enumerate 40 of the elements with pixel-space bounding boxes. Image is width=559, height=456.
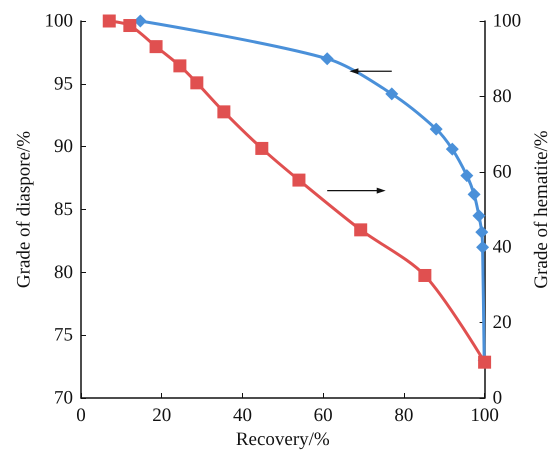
point [292, 174, 306, 187]
y-tick-label: 70 [54, 388, 73, 408]
y2-axis-title: Grade of hematite/% [531, 130, 552, 289]
point [475, 226, 488, 239]
x-tick-label: 40 [232, 405, 252, 426]
point [190, 76, 204, 90]
point [460, 169, 474, 182]
y-tick-label: 75 [54, 324, 73, 346]
point [430, 122, 443, 136]
point [173, 59, 186, 72]
point [476, 240, 490, 254]
point [354, 223, 368, 236]
x-axis-title: Recovery/% [236, 428, 330, 450]
point [320, 52, 334, 66]
y2-tick-label: 80 [492, 86, 512, 107]
y-tick-label: 90 [54, 136, 73, 158]
x-tick-label: 60 [314, 405, 333, 426]
point [217, 105, 230, 118]
point [134, 14, 147, 28]
point [446, 142, 459, 156]
y2-tick-label: 20 [492, 312, 512, 334]
x-tick-label: 0 [76, 405, 86, 426]
x-tick-label: 80 [394, 405, 414, 426]
point [102, 14, 116, 28]
y2-tick-label: 60 [492, 161, 512, 182]
x-tick-label: 20 [152, 405, 172, 426]
y-tick-label: 95 [54, 73, 73, 94]
y2-tick-label: 40 [492, 236, 512, 258]
y-tick-label: 85 [54, 199, 73, 220]
y2-tick-label: 100 [492, 10, 522, 32]
point [472, 209, 486, 222]
point [150, 40, 163, 54]
point [255, 142, 268, 155]
point [385, 87, 398, 100]
y-axis-title: Grade of diaspore/% [14, 130, 35, 288]
y-tick-label: 80 [54, 262, 73, 283]
y-tick-label: 100 [44, 10, 73, 32]
point [123, 19, 136, 32]
point [418, 268, 432, 282]
point [468, 188, 481, 201]
